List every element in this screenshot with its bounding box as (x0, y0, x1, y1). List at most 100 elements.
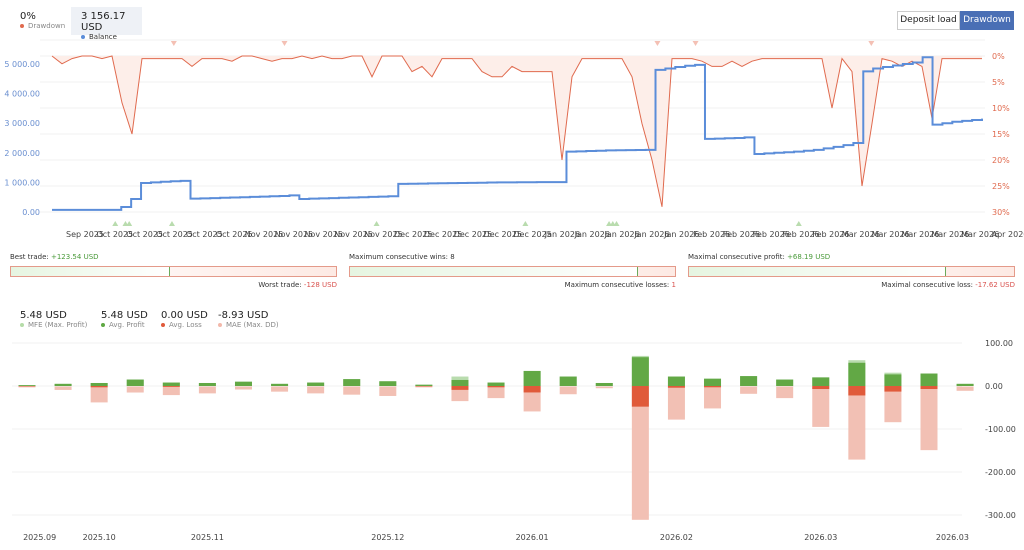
drawdown-dot-icon (20, 24, 24, 28)
x-axis-tick: Oct 2025 (126, 230, 163, 239)
avg-profit-bar (776, 379, 794, 386)
withdrawal-marker-icon (654, 41, 661, 46)
avg-loss-bar (523, 386, 541, 393)
max-losses-label: Maximum consecutive losses: (564, 281, 670, 289)
drawdown-axis-tick: 5% (992, 78, 1005, 87)
x-axis-tick: Nov 2025 (275, 230, 314, 239)
mae-bar (90, 386, 108, 403)
drawdown-value: 0% (20, 11, 36, 22)
worst-trade-label: Worst trade: (258, 281, 302, 289)
avg-profit-stat[interactable]: 5.48 USD Avg. Profit (101, 310, 148, 329)
x-axis-tick: Feb 2026 (693, 230, 730, 239)
balance-label: Balance (89, 33, 117, 41)
withdrawal-marker-icon (170, 41, 177, 46)
drawdown-button[interactable]: Drawdown (960, 11, 1014, 30)
avg-loss-value: 0.00 USD (161, 310, 208, 321)
mae-bar (307, 386, 325, 394)
avg-profit-bar (812, 377, 830, 386)
mfe-value: 5.48 USD (20, 310, 67, 321)
x-axis-tick: Jan 2026 (633, 230, 669, 239)
max-profit-fill (689, 267, 946, 276)
mae-value: -8.93 USD (218, 310, 269, 321)
deposit-marker-icon (126, 221, 133, 226)
x-axis-tick: Mar 2026 (901, 230, 939, 239)
mfe-mae-bar-chart: 100.00 0.00 -100.00 -200.00 -300.00 2025.09 20… (12, 339, 1016, 542)
x-axis-tick: Dec 2025 (424, 230, 462, 239)
x-axis-tick: Jan 2026 (574, 230, 610, 239)
avg-profit-dot-icon (101, 323, 105, 327)
mae-bar (884, 386, 902, 423)
best-trade-stat: Best trade: +123.54 USD (10, 253, 99, 261)
mae-stat[interactable]: -8.93 USD MAE (Max. DD) (218, 310, 279, 329)
mfe-stat[interactable]: 5.48 USD MFE (Max. Profit) (20, 310, 87, 329)
x-axis-tick: Oct 2025 (216, 230, 253, 239)
balance-value: 3 156.17 USD (81, 11, 126, 33)
balance-dot-icon (81, 35, 85, 39)
drawdown-axis-tick: 20% (992, 156, 1010, 165)
avg-loss-bar (90, 386, 108, 388)
avg-profit-bar (848, 362, 866, 386)
avg-profit-bar (667, 376, 685, 386)
legend-drawdown[interactable]: 0% Drawdown (10, 7, 75, 35)
x-axis-tick: Dec 2025 (484, 230, 522, 239)
max-profit-value: +68.19 USD (787, 253, 831, 261)
deposit-marker-icon (795, 221, 802, 226)
balance-axis-tick: 3 000.00 (4, 119, 40, 128)
x-axis-tick: 2026.02 (660, 533, 693, 542)
mae-bar (631, 386, 649, 520)
avg-profit-bar (451, 379, 469, 386)
avg-loss-bar (848, 386, 866, 396)
deposit-marker-icon (112, 221, 119, 226)
avg-loss-bar (487, 386, 505, 388)
mae-bar (343, 386, 361, 395)
drawdown-axis-tick: 30% (992, 208, 1010, 217)
balance-axis-tick: 5 000.00 (4, 60, 40, 69)
avg-profit-label: Avg. Profit (109, 321, 145, 329)
deposit-load-button[interactable]: Deposit load (897, 11, 960, 30)
drawdown-axis-tick: 0% (992, 52, 1005, 61)
x-axis-tick: 2026.03 (936, 533, 969, 542)
x-axis-tick: Jan 2026 (663, 230, 699, 239)
mae-bar (956, 386, 974, 391)
mae-bar (740, 386, 758, 394)
withdrawal-marker-icon (281, 41, 288, 46)
y-axis-tick: -300.00 (985, 511, 1016, 520)
profit-loss-bar (688, 266, 1015, 277)
deposit-marker-icon (522, 221, 529, 226)
best-trade-label: Best trade: (10, 253, 49, 261)
avg-profit-bar (740, 376, 758, 386)
avg-loss-stat[interactable]: 0.00 USD Avg. Loss (161, 310, 208, 329)
x-axis-tick: Nov 2025 (304, 230, 343, 239)
deposit-marker-icon (373, 221, 380, 226)
x-axis-tick: 2025.12 (371, 533, 404, 542)
x-axis-tick: Feb 2026 (783, 230, 820, 239)
x-axis-tick: 2025.10 (83, 533, 116, 542)
avg-profit-bar (631, 357, 649, 386)
mae-bar (198, 386, 216, 394)
avg-loss-label: Avg. Loss (169, 321, 202, 329)
mae-bar (415, 386, 433, 388)
avg-loss-bar (631, 386, 649, 407)
x-axis-tick: Jan 2026 (544, 230, 580, 239)
avg-profit-bar (379, 381, 397, 386)
avg-profit-bar (90, 382, 108, 386)
max-losses-stat: Maximum consecutive losses: 1 (565, 281, 676, 289)
avg-profit-bar (884, 374, 902, 386)
deposit-marker-icon (168, 221, 175, 226)
mae-bar (487, 386, 505, 399)
x-axis-tick: Apr 2026 (992, 230, 1024, 239)
mae-bar (667, 386, 685, 420)
avg-profit-bar (54, 383, 72, 386)
avg-profit-value: 5.48 USD (101, 310, 148, 321)
x-axis-tick: Feb 2026 (812, 230, 849, 239)
avg-profit-bar (234, 381, 252, 386)
legend-balance[interactable]: 3 156.17 USD Balance (71, 7, 142, 41)
x-axis-tick: Feb 2026 (723, 230, 760, 239)
avg-loss-bar (812, 386, 830, 390)
avg-profit-bar (704, 378, 722, 386)
mfe-label: MFE (Max. Profit) (28, 321, 88, 329)
drawdown-axis-tick: 25% (992, 182, 1010, 191)
x-axis-tick: 2026.03 (804, 533, 837, 542)
avg-profit-bar (271, 383, 289, 386)
drawdown-label: Drawdown (28, 22, 66, 30)
